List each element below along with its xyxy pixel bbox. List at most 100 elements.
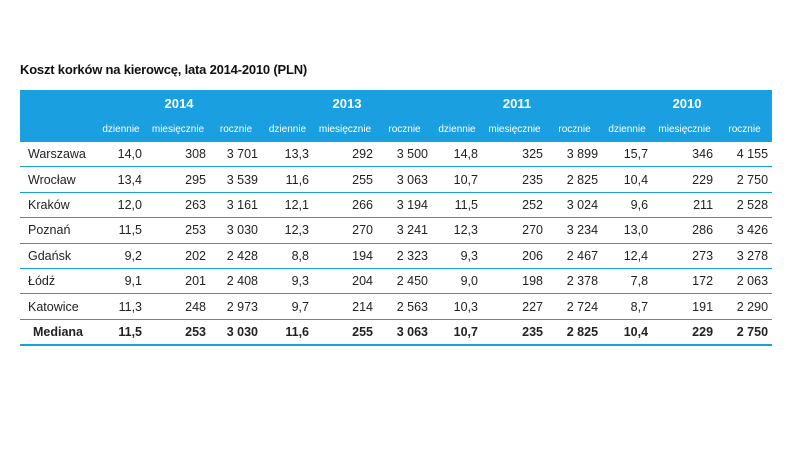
value-cell: 2 408: [210, 268, 262, 295]
value-cell: 229: [652, 319, 718, 347]
value-cell: 15,7: [602, 142, 653, 168]
city-cell: Wrocław: [20, 166, 96, 193]
value-cell: 9,3: [262, 268, 313, 295]
value-cell: 8,7: [602, 293, 653, 320]
value-cell: 292: [313, 142, 377, 168]
value-cell: 10,4: [602, 166, 653, 193]
year-header: 2010: [602, 90, 773, 116]
value-cell: 3 161: [210, 192, 262, 219]
value-cell: 4 155: [717, 142, 773, 168]
value-cell: 3 426: [717, 217, 773, 244]
value-cell: 8,8: [262, 243, 313, 269]
year-header-row: 2014 2013 2011 2010: [20, 90, 773, 116]
period-header: rocznie: [377, 116, 432, 142]
value-cell: 2 750: [717, 166, 773, 193]
value-cell: 252: [482, 192, 547, 219]
value-cell: 9,2: [96, 243, 146, 269]
value-cell: 3 899: [547, 142, 603, 168]
value-cell: 9,7: [262, 293, 313, 320]
table-row: Kraków 12,0 263 3 161 12,1 266 3 194 11,5 252 3 0…: [20, 192, 773, 219]
period-header: miesięcznie: [146, 116, 210, 142]
value-cell: 13,0: [602, 217, 653, 244]
value-cell: 286: [652, 217, 718, 244]
city-cell: Kraków: [20, 192, 96, 219]
city-cell: Łódź: [20, 268, 96, 295]
value-cell: 191: [652, 293, 718, 320]
value-cell: 3 063: [377, 166, 432, 193]
value-cell: 12,4: [602, 243, 653, 269]
value-cell: 2 528: [717, 192, 773, 219]
year-header: 2014: [96, 90, 262, 116]
value-cell: 10,4: [602, 319, 653, 347]
value-cell: 3 030: [210, 217, 262, 244]
table-row: Warszawa 14,0 308 3 701 13,3 292 3 500 14,8 325 3…: [20, 142, 773, 168]
value-cell: 3 278: [717, 243, 773, 269]
value-cell: 2 378: [547, 268, 603, 295]
value-cell: 13,4: [96, 166, 146, 193]
value-cell: 9,1: [96, 268, 146, 295]
period-header: dziennie: [602, 116, 653, 142]
value-cell: 10,7: [432, 166, 482, 193]
table-title: Koszt korków na kierowcę, lata 2014-2010…: [20, 62, 308, 77]
value-cell: 3 500: [377, 142, 432, 168]
period-header: rocznie: [717, 116, 773, 142]
value-cell: 13,3: [262, 142, 313, 168]
period-header: rocznie: [210, 116, 262, 142]
value-cell: 9,6: [602, 192, 653, 219]
table-row: Poznań 11,5 253 3 030 12,3 270 3 241 12,3 270 3 2…: [20, 217, 773, 244]
value-cell: 11,5: [432, 192, 482, 219]
value-cell: 3 194: [377, 192, 432, 219]
value-cell: 253: [146, 217, 210, 244]
value-cell: 172: [652, 268, 718, 295]
value-cell: 2 428: [210, 243, 262, 269]
value-cell: 198: [482, 268, 547, 295]
value-cell: 253: [146, 319, 210, 347]
value-cell: 235: [482, 319, 547, 347]
value-cell: 9,3: [432, 243, 482, 269]
cost-table: 2014 2013 2011 2010 dziennie miesięcznie…: [20, 90, 773, 347]
value-cell: 2 290: [717, 293, 773, 320]
period-header: miesięcznie: [482, 116, 547, 142]
period-header: miesięcznie: [313, 116, 377, 142]
value-cell: 273: [652, 243, 718, 269]
value-cell: 3 024: [547, 192, 603, 219]
header-corner: [20, 116, 96, 142]
value-cell: 3 063: [377, 319, 432, 347]
value-cell: 11,3: [96, 293, 146, 320]
year-header: 2013: [262, 90, 432, 116]
city-cell: Katowice: [20, 293, 96, 320]
value-cell: 2 750: [717, 319, 773, 347]
value-cell: 202: [146, 243, 210, 269]
period-header: rocznie: [547, 116, 603, 142]
value-cell: 12,3: [432, 217, 482, 244]
table-row: Gdańsk 9,2 202 2 428 8,8 194 2 323 9,3 206 2 467 1…: [20, 243, 773, 269]
value-cell: 2 825: [547, 319, 603, 347]
value-cell: 11,6: [262, 319, 313, 347]
value-cell: 255: [313, 166, 377, 193]
period-header-row: dziennie miesięcznie rocznie dziennie mi…: [20, 116, 773, 142]
value-cell: 3 234: [547, 217, 603, 244]
value-cell: 12,1: [262, 192, 313, 219]
value-cell: 194: [313, 243, 377, 269]
value-cell: 308: [146, 142, 210, 168]
table-row: Łódź 9,1 201 2 408 9,3 204 2 450 9,0 198 2 378 7,8…: [20, 268, 773, 295]
value-cell: 2 063: [717, 268, 773, 295]
value-cell: 263: [146, 192, 210, 219]
value-cell: 2 825: [547, 166, 603, 193]
value-cell: 227: [482, 293, 547, 320]
value-cell: 3 241: [377, 217, 432, 244]
value-cell: 2 563: [377, 293, 432, 320]
value-cell: 229: [652, 166, 718, 193]
table-row: Wrocław 13,4 295 3 539 11,6 255 3 063 10,7 235 2 …: [20, 166, 773, 193]
value-cell: 235: [482, 166, 547, 193]
table-body: Warszawa 14,0 308 3 701 13,3 292 3 500 14,8 325 3…: [20, 142, 773, 347]
value-cell: 11,6: [262, 166, 313, 193]
value-cell: 201: [146, 268, 210, 295]
value-cell: 3 539: [210, 166, 262, 193]
value-cell: 211: [652, 192, 718, 219]
value-cell: 295: [146, 166, 210, 193]
value-cell: 206: [482, 243, 547, 269]
value-cell: 12,3: [262, 217, 313, 244]
city-cell: Gdańsk: [20, 243, 96, 269]
year-header: 2011: [432, 90, 603, 116]
